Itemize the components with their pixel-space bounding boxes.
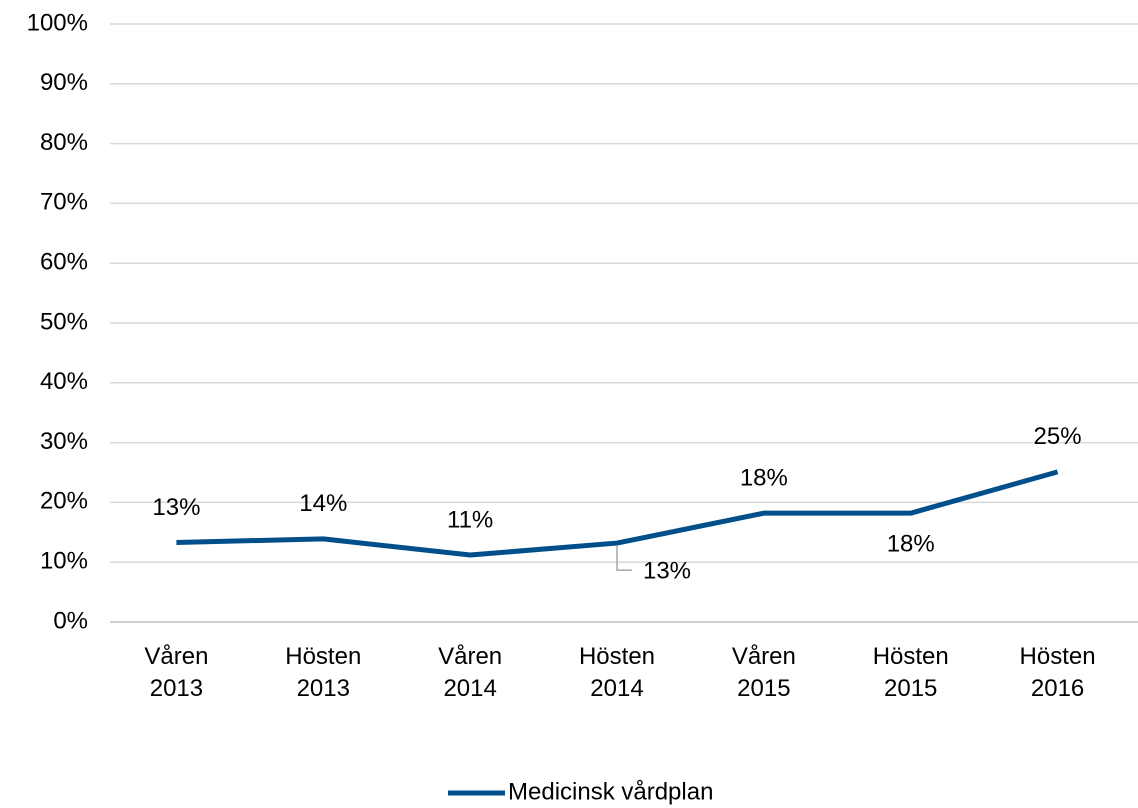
x-tick-label: Hösten 2015 [873, 643, 949, 702]
legend-label: Medicinsk vårdplan [508, 778, 713, 805]
y-tick-label: 40% [40, 368, 88, 395]
y-tick-label: 50% [40, 308, 88, 335]
x-tick-label: Hösten 2016 [1020, 643, 1096, 702]
y-tick-label: 0% [53, 607, 88, 634]
x-tick-label: Hösten 2014 [579, 643, 655, 702]
y-tick-label: 10% [40, 548, 88, 575]
x-tick-label: Våren 2014 [438, 643, 502, 702]
data-label: 13% [152, 494, 200, 521]
y-tick-label: 100% [27, 9, 88, 36]
y-tick-label: 80% [40, 129, 88, 156]
y-tick-label: 90% [40, 69, 88, 96]
x-tick-label: Våren 2013 [144, 643, 208, 702]
series-line [176, 469, 1059, 558]
x-tick-label: Våren 2015 [732, 643, 796, 702]
data-label: 14% [299, 490, 347, 517]
data-label: 25% [1034, 423, 1082, 450]
y-tick-label: 30% [40, 428, 88, 455]
data-label: 11% [447, 506, 493, 533]
y-tick-label: 70% [40, 189, 88, 216]
data-label: 13% [643, 557, 691, 584]
y-tick-label: 20% [40, 488, 88, 515]
data-label: 18% [887, 531, 935, 558]
data-label: 18% [740, 465, 788, 492]
x-tick-label: Hösten 2013 [285, 643, 361, 702]
y-tick-label: 60% [40, 249, 88, 276]
label-leader [616, 545, 632, 571]
